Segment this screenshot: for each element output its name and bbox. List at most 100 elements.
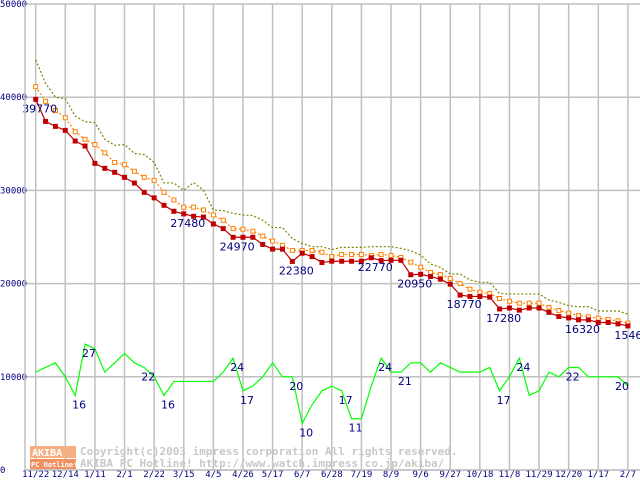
data-label-count: 24 [230, 361, 244, 374]
data-point-min [112, 169, 118, 175]
data-point-average [161, 189, 167, 195]
data-point-average [576, 312, 582, 318]
data-point-min [141, 189, 147, 195]
data-point-average [131, 168, 137, 174]
x-tick-label: 2/7 [620, 470, 636, 480]
data-label-min: 16320 [565, 323, 600, 336]
data-label-count: 11 [349, 422, 363, 435]
data-point-average [497, 296, 503, 302]
data-point-min [260, 241, 266, 247]
x-tick-label: 11/8 [499, 470, 521, 480]
data-point-min [250, 234, 256, 240]
copyright-text: Copyright(c)2003 impress corporation All… [80, 445, 458, 458]
data-point-min [457, 292, 463, 298]
x-tick-label: 2/1 [116, 470, 132, 480]
y-tick-label: 50000 [0, 0, 27, 10]
data-point-min [230, 234, 236, 240]
data-point-average [230, 226, 236, 232]
data-label-count: 22 [141, 370, 155, 383]
x-tick-label: 6/7 [294, 470, 310, 480]
series-min [33, 96, 631, 329]
data-point-average [516, 300, 522, 306]
data-point-average [220, 217, 226, 223]
data-point-average [141, 174, 147, 180]
data-point-average [329, 254, 335, 260]
data-point-min [92, 160, 98, 166]
data-point-average [506, 298, 512, 304]
data-point-average [447, 276, 453, 282]
data-point-average [82, 136, 88, 142]
x-tick-label: 12/20 [555, 470, 582, 480]
data-point-average [467, 286, 473, 292]
data-point-min [408, 272, 414, 278]
data-point-average [240, 226, 246, 232]
data-point-min [82, 143, 88, 149]
data-label-min: 27480 [170, 217, 205, 230]
data-label-count: 17 [339, 394, 353, 407]
data-point-average [556, 308, 562, 314]
data-point-min [200, 214, 206, 220]
data-point-min [171, 208, 177, 214]
data-point-average [428, 270, 433, 276]
data-point-min [309, 254, 315, 260]
data-label-min: 15460 [614, 329, 640, 342]
x-tick-label: 11/22 [22, 470, 49, 480]
series-layer [33, 59, 631, 426]
data-label-count: 16 [161, 398, 175, 411]
data-point-min [526, 305, 532, 311]
data-point-average [349, 252, 355, 258]
watermark: AKIBA PC Hotline! Copyright(c)2003 impre… [30, 445, 458, 470]
x-tick-label: 9/6 [412, 470, 428, 480]
x-tick-label: 11/29 [526, 470, 553, 480]
labels-layer: 39770 27480 24970 22380 22770 20950 18770 17280… [22, 102, 640, 439]
data-point-average [477, 289, 483, 295]
data-point-average [250, 228, 256, 234]
data-point-min [279, 246, 285, 252]
data-point-min [339, 258, 345, 264]
series-average [33, 84, 631, 326]
data-point-average [339, 252, 345, 258]
data-label-count: 27 [82, 347, 96, 360]
logo-bottom-box [30, 459, 76, 469]
data-point-average [72, 129, 78, 135]
data-point-average [536, 300, 542, 306]
data-label-count: 10 [299, 426, 313, 439]
data-point-min [516, 307, 522, 313]
data-point-average [43, 98, 49, 104]
data-point-average [408, 259, 414, 265]
data-label-count: 20 [615, 380, 629, 393]
data-point-average [92, 142, 98, 148]
data-point-min [585, 317, 591, 323]
data-label-min: 24970 [220, 240, 255, 253]
data-point-min [418, 271, 424, 277]
data-point-min [437, 276, 443, 282]
y-tick-label: 10000 [0, 373, 27, 383]
data-point-min [615, 321, 621, 327]
url-text: AKIBA PC Hotline! http://www.watch.impre… [80, 457, 445, 470]
data-point-average [171, 197, 177, 203]
x-tick-label: 12/14 [52, 470, 79, 480]
data-point-min [161, 202, 167, 208]
data-point-average [595, 315, 601, 321]
data-point-average [526, 300, 532, 306]
data-label-min: 22380 [279, 264, 314, 277]
x-tick-label: 6/28 [321, 470, 343, 480]
data-label-count: 24 [516, 361, 530, 374]
data-point-average [457, 281, 463, 287]
data-point-average [33, 84, 39, 90]
data-point-min [299, 250, 305, 256]
data-label-count: 22 [566, 370, 580, 383]
data-point-average [200, 207, 206, 213]
y-tick-label: 40000 [0, 93, 27, 103]
x-tick-label: 1/11 [84, 470, 106, 480]
data-label-count: 17 [240, 394, 254, 407]
x-tick-label: 2/22 [143, 470, 165, 480]
data-point-min [358, 258, 364, 264]
x-tick-label: 8/9 [383, 470, 399, 480]
data-point-min [378, 258, 384, 264]
data-point-min [319, 260, 325, 266]
data-point-min [349, 258, 355, 264]
grid [25, 3, 640, 471]
x-tick-label: 1/17 [587, 470, 609, 480]
data-point-average [388, 253, 394, 259]
